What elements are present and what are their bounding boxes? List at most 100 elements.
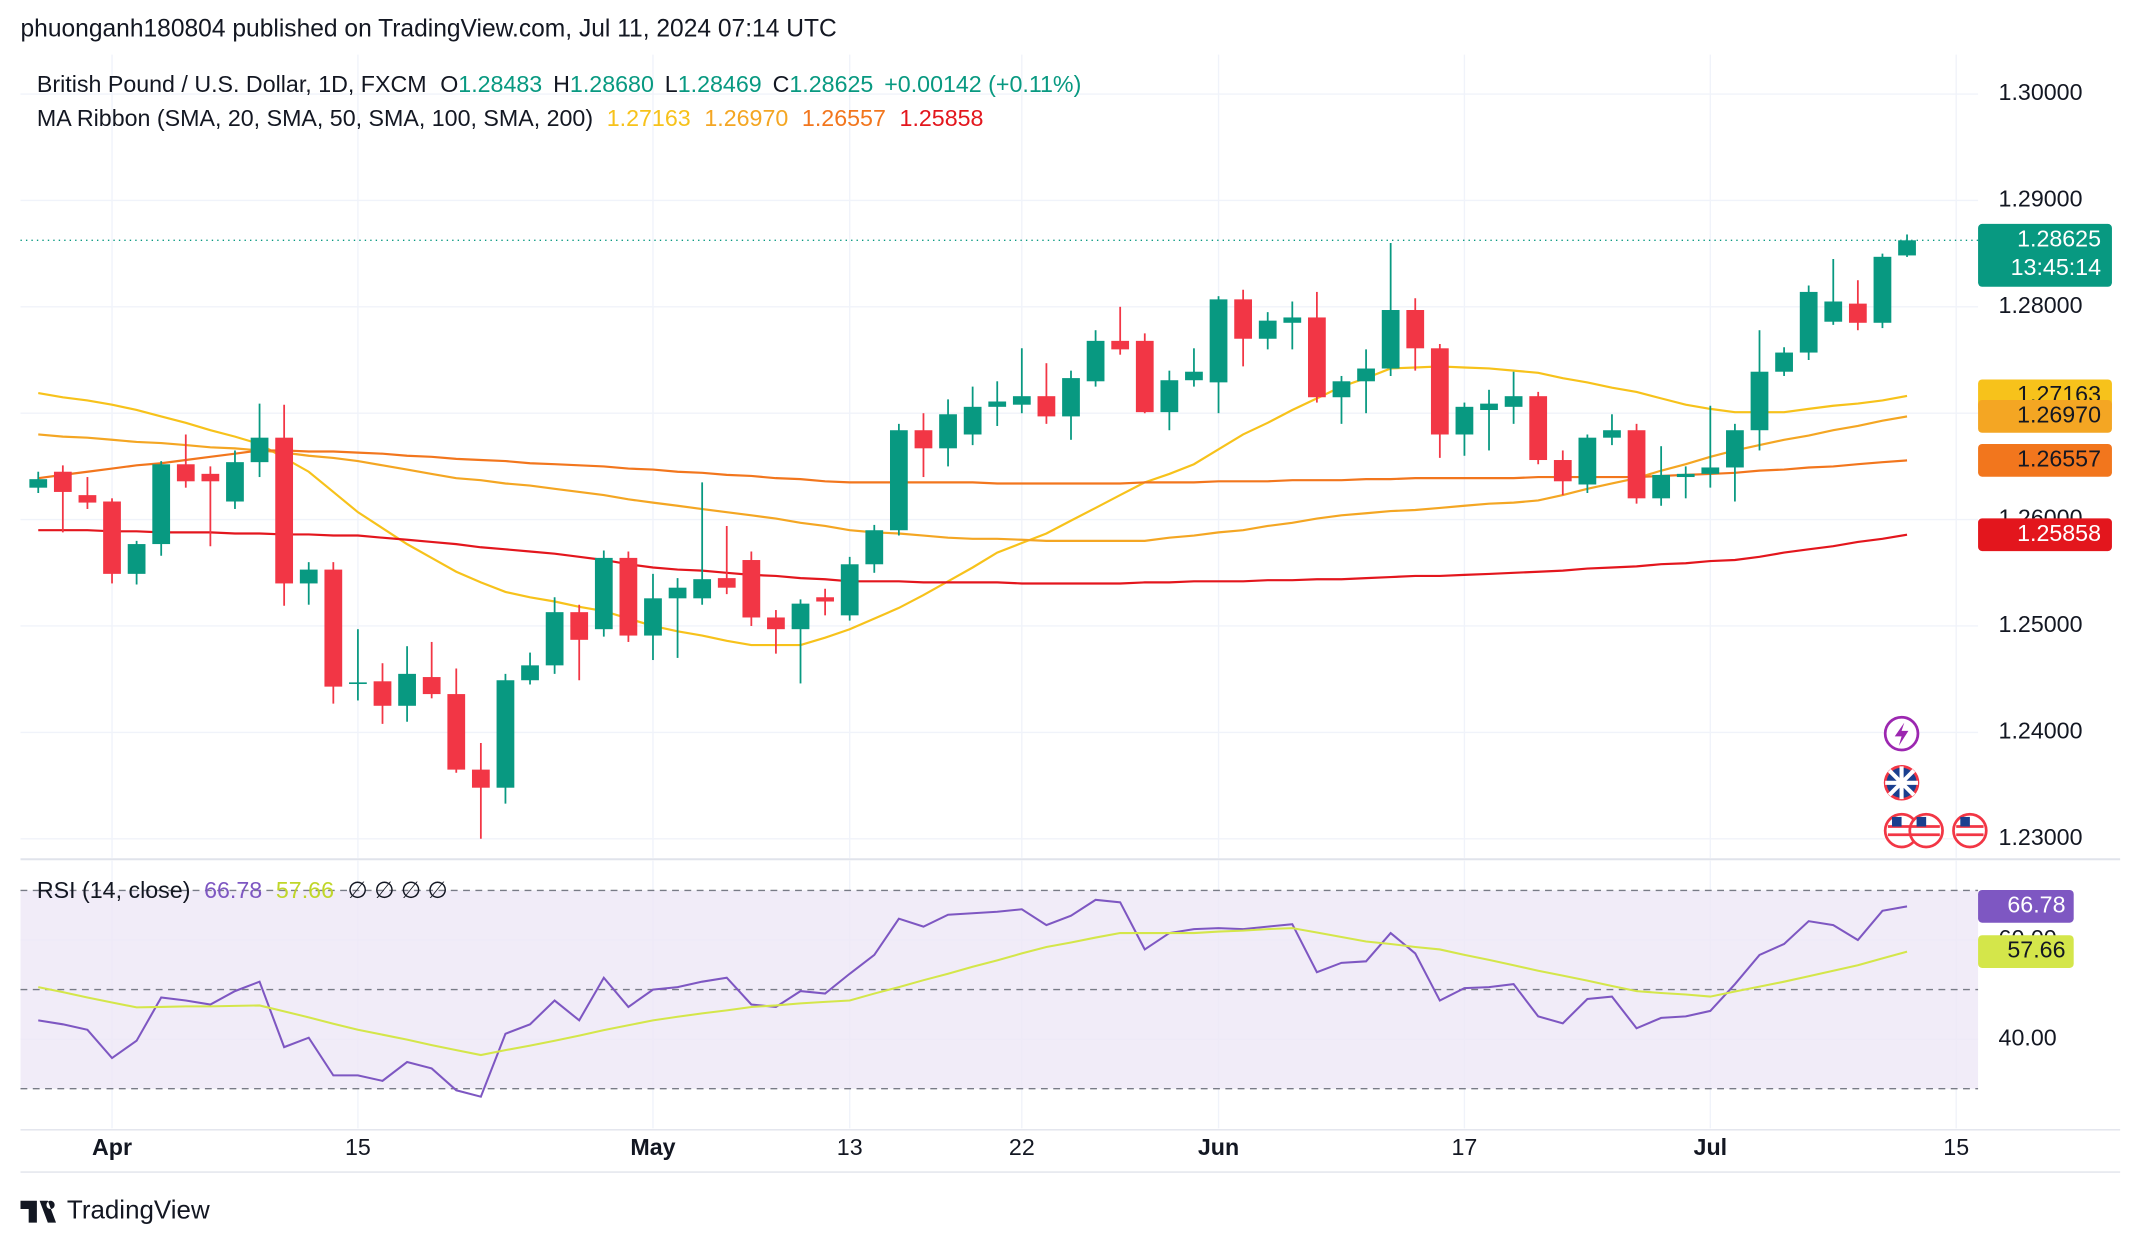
candle-body xyxy=(373,681,392,706)
rsi-badge-label: 57.66 xyxy=(2007,937,2065,963)
candle-body xyxy=(1627,430,1646,499)
candle-body xyxy=(619,557,638,636)
us-flag-canton xyxy=(1960,816,1970,827)
rsi-badge-label: 66.78 xyxy=(2007,892,2065,918)
candle-body xyxy=(1652,474,1671,499)
candle-body xyxy=(176,464,195,482)
open-label: O xyxy=(440,71,458,97)
candle-body xyxy=(152,464,171,545)
candle-body xyxy=(717,578,736,588)
low-value: 1.28469 xyxy=(678,71,762,97)
ma-badge-label: 1.26557 xyxy=(2017,445,2101,471)
candle-body xyxy=(1898,240,1916,256)
close-label: C xyxy=(773,71,790,97)
candle-body xyxy=(1357,368,1375,382)
candle-body xyxy=(1308,317,1326,398)
candle-body xyxy=(1332,381,1351,398)
rsi-extra: ∅ ∅ ∅ ∅ xyxy=(348,877,448,903)
candle-body xyxy=(1062,378,1080,417)
candle-body xyxy=(1406,310,1425,349)
y-tick-label: 1.24000 xyxy=(1999,718,2083,744)
candle-body xyxy=(250,437,269,463)
x-tick-label: 13 xyxy=(837,1134,863,1160)
candle-body xyxy=(496,680,515,788)
candle-body xyxy=(1430,348,1449,435)
candle-body xyxy=(1824,301,1843,322)
labels: Apr 15 May 13 22 Jun 17 Jul 15 1.23000 1.24000 1.25… xyxy=(92,79,2112,1160)
candle-body xyxy=(693,579,712,599)
candle-body xyxy=(1258,320,1277,339)
candle-body xyxy=(78,495,97,503)
rsi-background xyxy=(20,889,1979,1090)
rsi-badge xyxy=(1978,889,2074,923)
uk-flag-cross xyxy=(1885,766,1918,800)
rsi-legend: RSI (14, close) 66.78 57.66 ∅ ∅ ∅ ∅ xyxy=(37,877,448,903)
lightning-icon xyxy=(1894,722,1909,746)
symbol: British Pound / U.S. Dollar, 1D, FXCM xyxy=(37,71,427,97)
candle-body xyxy=(1529,396,1548,461)
candle-body xyxy=(1455,406,1474,435)
candle-body xyxy=(29,479,48,488)
candle-body xyxy=(447,694,466,770)
candle-body xyxy=(1701,467,1720,474)
x-tick-label: May xyxy=(630,1134,675,1160)
rsi-line xyxy=(38,927,1908,1057)
candle-body xyxy=(1848,303,1867,323)
y-tick-label: 40.00 xyxy=(1999,1024,2057,1050)
candle-body xyxy=(865,530,884,565)
candle-body xyxy=(398,673,416,706)
y-tick-label: 1.29000 xyxy=(1999,186,2083,212)
x-tick-label: Jul xyxy=(1694,1134,1728,1160)
candle-body xyxy=(963,406,982,435)
candle-body xyxy=(889,430,908,531)
candle-body xyxy=(742,560,761,618)
candle-body xyxy=(1775,352,1793,372)
candle-body xyxy=(422,677,441,695)
ma-value: 1.27163 xyxy=(607,105,691,131)
candle-body xyxy=(1578,437,1597,485)
last-price-badge xyxy=(1978,223,2112,287)
published-note: phuonganh180804 published on TradingView… xyxy=(20,16,836,43)
ma-line xyxy=(38,529,1908,585)
candle-body xyxy=(1726,430,1744,468)
candle-body xyxy=(299,569,318,584)
high-label: H xyxy=(553,71,570,97)
axes xyxy=(20,858,2121,1173)
countdown-label: 13:45:14 xyxy=(2011,254,2101,280)
candle-body xyxy=(471,769,490,788)
candle-body xyxy=(275,437,294,584)
candle-body xyxy=(816,597,834,602)
rsi-line xyxy=(38,898,1908,1098)
candle-body xyxy=(324,569,343,687)
candle-body xyxy=(988,401,1007,407)
low-label: L xyxy=(665,71,678,97)
candle-body xyxy=(1676,473,1695,478)
candle-body xyxy=(1799,291,1818,353)
candle-body xyxy=(644,598,662,636)
rsi-value: 66.78 xyxy=(204,877,262,903)
ma-badge xyxy=(1978,518,2112,552)
x-tick-label: Jun xyxy=(1198,1134,1239,1160)
candle-body xyxy=(201,473,220,482)
candle-body xyxy=(1160,380,1179,413)
candle-body xyxy=(1480,403,1498,411)
marks xyxy=(20,234,1979,1098)
candle-body xyxy=(103,501,121,574)
candle-body xyxy=(1037,396,1056,417)
logo-mark xyxy=(20,1200,57,1223)
candle-body xyxy=(914,430,933,449)
y-tick-label: 1.30000 xyxy=(1999,79,2083,105)
ma-line xyxy=(38,415,1908,542)
high-value: 1.28680 xyxy=(570,71,654,97)
rsi-badge xyxy=(1978,935,2074,968)
candle-body xyxy=(791,603,810,630)
footer-logo: TradingView xyxy=(20,1197,210,1225)
y-tick-label: 1.25000 xyxy=(1999,611,2083,637)
candle-body xyxy=(1603,430,1621,438)
candle-body xyxy=(53,471,72,492)
candle-body xyxy=(1012,396,1031,405)
ma-badge-label: 1.26970 xyxy=(2017,402,2101,428)
candle-body xyxy=(1135,340,1154,413)
